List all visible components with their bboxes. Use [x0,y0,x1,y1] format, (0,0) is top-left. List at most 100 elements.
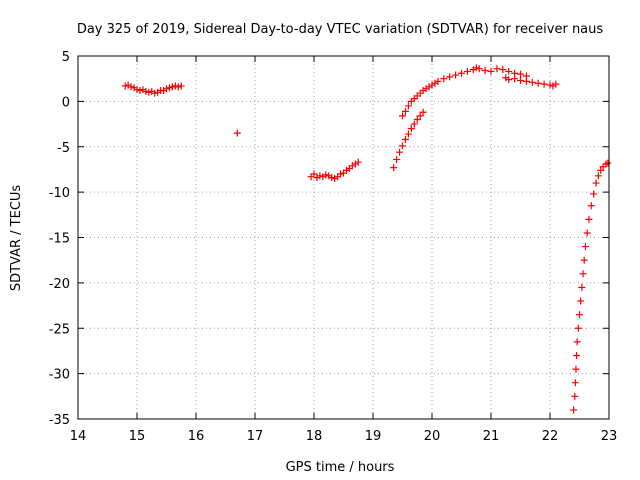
data-point [594,172,602,180]
data-point [337,170,345,178]
data-point [452,71,460,79]
data-point [574,324,582,332]
data-point [592,179,600,187]
data-point [399,112,406,120]
y-tick-label: -30 [49,368,70,383]
x-tick-label: 17 [247,429,264,444]
data-point [583,229,591,237]
data-point [328,174,336,182]
data-point [133,86,141,94]
data-point [145,88,153,96]
y-tick-label: -10 [49,186,70,201]
axis-ticks: 14 15 16 17 18 19 20 21 22 23 5 0 -5 -10 -15 -20 -25 -30 -… [49,50,618,444]
data-point [590,190,598,198]
data-point [142,87,150,95]
chart-title: Day 325 of 2019, Sidereal Day-to-day VTE… [77,22,604,37]
data-point [165,84,173,92]
data-point [546,81,554,89]
y-tick-label: 5 [62,50,70,65]
data-point [393,155,401,163]
data-point [587,202,595,210]
data-point [168,83,176,91]
data-point [540,80,548,88]
data-point [534,79,542,87]
data-point [174,83,182,91]
data-point [475,65,483,73]
data-point [316,172,324,180]
data-point [440,75,448,83]
data-point [493,65,501,73]
data-point [576,311,583,319]
x-tick-label: 14 [70,429,87,444]
data-point [404,130,412,138]
data-point [577,297,585,305]
data-point [413,116,421,124]
data-point [570,406,578,414]
x-tick-label: 21 [483,429,500,444]
data-point [472,64,480,72]
data-point [171,82,179,90]
data-point [571,379,579,387]
x-tick-label: 18 [306,429,323,444]
data-point [604,159,612,167]
grid-layer [78,56,609,419]
data-point [401,107,409,115]
data-point [505,76,513,84]
data-point [233,129,241,137]
data-point [434,77,442,85]
data-point [597,166,605,174]
data-point [354,158,362,166]
data-point [401,135,409,143]
data-point [121,82,129,90]
data-point [511,75,519,83]
data-point [322,171,330,179]
data-point [487,67,495,75]
y-axis-label: SDTVAR / TECUs [9,185,24,292]
data-point [396,148,404,156]
data-point [458,69,465,77]
y-tick-label: -25 [49,322,70,337]
data-points [121,64,612,414]
x-tick-label: 20 [424,429,441,444]
y-tick-label: -15 [49,232,70,247]
data-point [578,283,586,291]
data-point [528,78,536,86]
y-tick-label: -20 [49,277,70,292]
data-point [463,67,471,75]
data-point [481,67,489,75]
data-point [151,89,159,97]
data-point [127,83,135,91]
data-point [581,243,589,251]
x-axis-label: GPS time / hours [286,460,395,475]
data-point [517,70,524,78]
data-point [163,85,170,93]
data-point [572,365,580,373]
data-point [410,120,418,128]
data-point [573,351,581,359]
data-point [136,86,144,94]
data-point [580,256,588,264]
data-point [390,164,398,172]
data-point [573,338,581,346]
data-point [399,142,406,150]
data-point [585,215,593,223]
x-tick-label: 19 [365,429,382,444]
data-point [499,66,507,74]
data-point [571,392,579,400]
data-point [419,108,427,116]
data-point [310,170,318,178]
data-point [552,80,560,88]
x-tick-label: 15 [129,429,146,444]
data-point [404,102,412,110]
data-point [579,270,587,278]
x-tick-label: 23 [601,429,618,444]
data-point [416,112,424,120]
data-point [522,77,530,85]
data-point [505,67,513,75]
y-tick-label: -5 [57,141,70,156]
data-point [177,82,185,90]
data-point [407,125,415,133]
data-point [446,73,454,81]
y-tick-label: 0 [62,95,70,110]
